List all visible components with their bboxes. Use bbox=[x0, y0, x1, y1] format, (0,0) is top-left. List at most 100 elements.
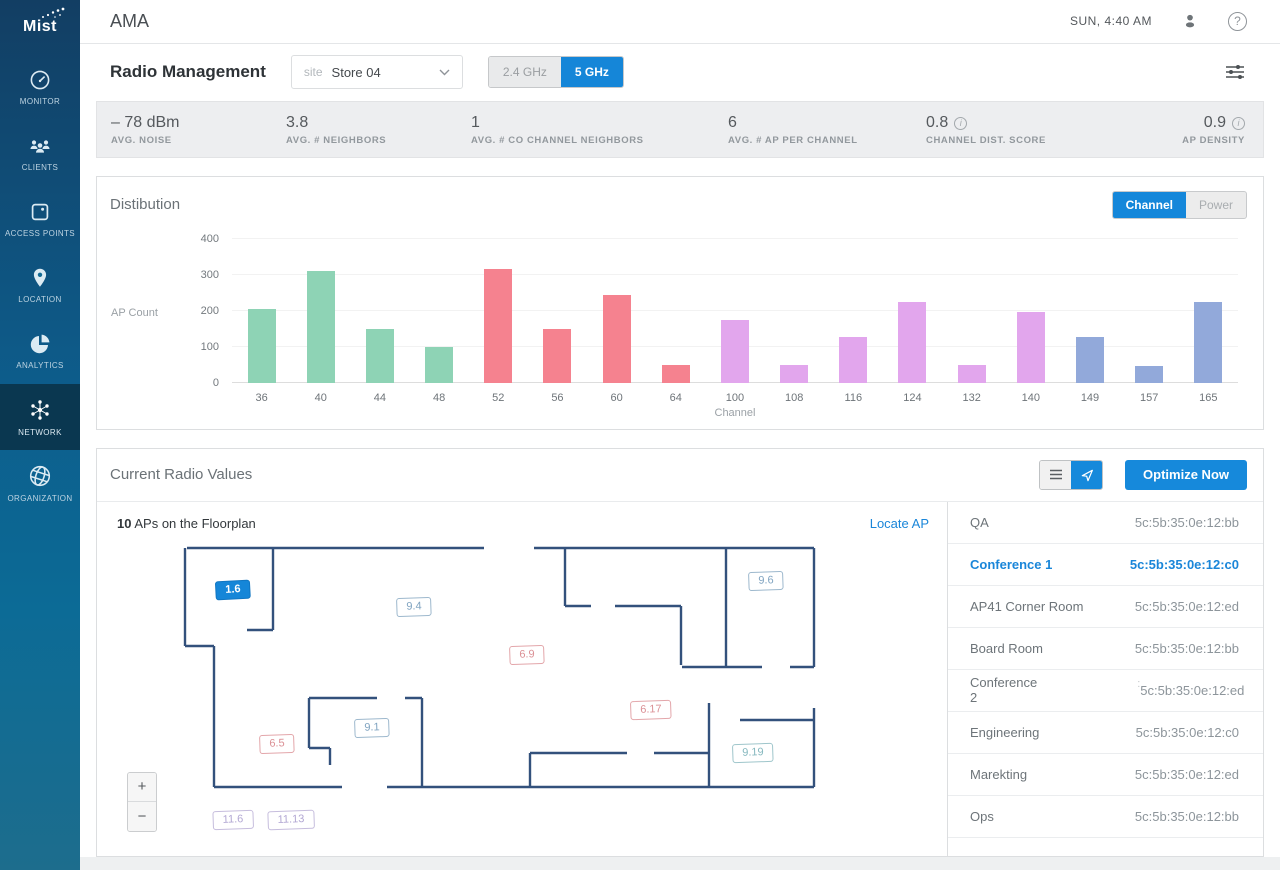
ap-row-qa[interactable]: QA 5c:5b:35:0e:12:bb bbox=[948, 502, 1263, 544]
ap-row-marekting[interactable]: Marekting 5c:5b:35:0e:12:ed bbox=[948, 754, 1263, 796]
x-tick-label: 100 bbox=[725, 391, 745, 404]
ap-marker-6-5[interactable]: 6.5 bbox=[259, 733, 295, 754]
bar-channel-149 bbox=[1075, 336, 1104, 383]
radio-card-header: Current Radio Values Optimize Now bbox=[97, 449, 1263, 502]
zoom-out-button[interactable]: − bbox=[128, 801, 156, 831]
sidebar-item-label: ACCESS POINTS bbox=[4, 229, 76, 238]
ap-row-ops[interactable]: Ops 5c:5b:35:0e:12:bb bbox=[948, 796, 1263, 838]
sidebar-item-organization[interactable]: ORGANIZATION bbox=[0, 450, 80, 516]
sidebar-item-label: MONITOR bbox=[19, 97, 61, 106]
floorplan-header: 10 APs on the Floorplan Locate AP bbox=[117, 502, 947, 540]
bar-slot-56 bbox=[528, 239, 587, 383]
x-tick-label: 124 bbox=[903, 391, 922, 404]
org-title: AMA bbox=[110, 10, 150, 31]
clock-label: SUN, 4:40 AM bbox=[1069, 14, 1152, 29]
ap-row-engineering[interactable]: Engineering 5c:5b:35:0e:12:c0 bbox=[948, 712, 1263, 754]
sidebar-item-monitor[interactable]: MONITOR bbox=[0, 54, 80, 120]
ap-row-ap41-corner-room[interactable]: AP41 Corner Room 5c:5b:35:0e:12:ed bbox=[948, 586, 1263, 628]
filter-settings-icon[interactable] bbox=[1225, 63, 1245, 81]
sidebar-item-label: ANALYTICS bbox=[16, 361, 64, 370]
site-selector[interactable]: site Store 04 bbox=[290, 55, 463, 90]
y-tick-label: 0 bbox=[212, 376, 219, 389]
ap-marker-6-9[interactable]: 6.9 bbox=[509, 644, 545, 665]
locate-view-button[interactable] bbox=[1071, 460, 1103, 489]
gridline bbox=[232, 309, 1238, 311]
ap-row-conference-1[interactable]: Conference 1 5c:5b:35:0e:12:c0 bbox=[948, 544, 1263, 586]
clients-icon bbox=[26, 134, 54, 158]
y-axis-label: AP Count bbox=[111, 306, 158, 319]
stat-label: CHANNEL DIST. SCORE bbox=[926, 135, 1046, 147]
toggle-power-button[interactable]: Power bbox=[1186, 192, 1246, 218]
x-tick-label: 157 bbox=[1139, 391, 1159, 404]
floorplan-canvas[interactable]: 1.6 9.4 9.6 6.9 6.17 9.1 6.5 9.19 11.6 11.13 + − bbox=[117, 540, 917, 845]
bar-channel-44 bbox=[365, 328, 394, 383]
toggle-channel-button[interactable]: Channel bbox=[1112, 191, 1186, 218]
mist-logo[interactable]: Mist bbox=[0, 0, 80, 54]
locate-ap-link[interactable]: Locate AP bbox=[869, 516, 929, 532]
stat-value: 1 bbox=[471, 114, 480, 132]
info-icon[interactable]: i bbox=[1232, 116, 1245, 130]
ap-marker-11-13[interactable]: 11.13 bbox=[267, 809, 315, 830]
list-view-button[interactable] bbox=[1040, 460, 1072, 489]
ap-name: QA bbox=[970, 514, 989, 530]
x-tick-label: 149 bbox=[1080, 391, 1100, 404]
stat-avg-co-channel-neighbors: 1 AVG. # CO CHANNEL NEIGHBORS bbox=[471, 112, 728, 146]
ap-marker-9-19[interactable]: 9.19 bbox=[731, 742, 775, 763]
bar-slot-40 bbox=[291, 239, 350, 383]
x-tick-label: 48 bbox=[432, 391, 446, 404]
ap-marker-11-6[interactable]: 11.6 bbox=[212, 809, 254, 830]
x-tick-label: 44 bbox=[373, 391, 387, 404]
distribution-card: Distibution Channel Power AP Count 0 100 20… bbox=[96, 175, 1264, 430]
sidebar-item-label: NETWORK bbox=[18, 428, 62, 437]
bar-channel-100 bbox=[720, 319, 749, 383]
chart-plot-area: 0 100 200 300 400 bbox=[201, 233, 1238, 389]
stat-label: AVG. # CO CHANNEL NEIGHBORS bbox=[471, 135, 644, 147]
info-icon[interactable]: i bbox=[954, 116, 968, 130]
ap-marker-6-17[interactable]: 6.17 bbox=[629, 699, 673, 720]
ap-marker-9-4[interactable]: 9.4 bbox=[396, 596, 432, 617]
zoom-controls: + − bbox=[127, 771, 157, 832]
ap-mac: 5c:5b:35:0e:12:bb bbox=[1134, 514, 1239, 530]
user-icon[interactable] bbox=[1180, 11, 1200, 31]
main-area: AMA SUN, 4:40 AM ? Radio Management site… bbox=[80, 0, 1280, 858]
stat-value: 3.8 bbox=[286, 114, 309, 132]
help-icon[interactable]: ? bbox=[1228, 11, 1247, 31]
ap-marker-9-1[interactable]: 9.1 bbox=[354, 717, 390, 738]
bar-slot-140 bbox=[1001, 239, 1060, 383]
ap-count-caption: APs on the Floorplan bbox=[134, 516, 256, 532]
floorplan-caption: 10 APs on the Floorplan bbox=[117, 516, 256, 531]
zoom-in-button[interactable]: + bbox=[128, 772, 156, 802]
x-tick-label: 40 bbox=[314, 391, 327, 404]
x-tick-label: 52 bbox=[492, 391, 505, 404]
radio-header-actions: Optimize Now bbox=[1039, 459, 1247, 490]
sidebar-item-clients[interactable]: CLIENTS bbox=[0, 120, 80, 186]
band-5-ghz-button[interactable]: 5 GHz bbox=[560, 57, 623, 88]
bar-channel-60 bbox=[602, 294, 631, 383]
ap-name: Conference 2 bbox=[970, 675, 1038, 706]
bar-channel-108 bbox=[780, 364, 809, 383]
sidebar-item-location[interactable]: LOCATION bbox=[0, 252, 80, 318]
bar-channel-132 bbox=[957, 364, 986, 383]
globe-icon bbox=[27, 463, 53, 489]
x-tick-label: 132 bbox=[962, 391, 981, 404]
stat-value: 0.8 bbox=[926, 114, 949, 132]
optimize-now-button[interactable]: Optimize Now bbox=[1125, 459, 1247, 490]
ap-marker-9-6[interactable]: 9.6 bbox=[748, 570, 784, 591]
ap-mac: 5c:5b:35:0e:12:bb bbox=[1134, 808, 1239, 824]
stat-label: AVG. # AP PER CHANNEL bbox=[728, 135, 858, 147]
bar-channel-52 bbox=[484, 269, 513, 383]
channel-power-toggle: Channel Power bbox=[1111, 190, 1247, 219]
ap-marker-1-6[interactable]: 1.6 bbox=[214, 579, 252, 600]
sidebar-item-network[interactable]: NETWORK bbox=[0, 384, 80, 450]
sidebar-item-analytics[interactable]: ANALYTICS bbox=[0, 318, 80, 384]
chevron-down-icon bbox=[439, 69, 450, 76]
band-2-4-ghz-button[interactable]: 2.4 GHz bbox=[488, 57, 561, 88]
access-point-icon bbox=[27, 200, 53, 224]
topbar-right: SUN, 4:40 AM ? bbox=[1070, 11, 1247, 31]
sidebar-item-access-points[interactable]: ACCESS POINTS bbox=[0, 186, 80, 252]
ap-row-board-room[interactable]: Board Room 5c:5b:35:0e:12:bb bbox=[948, 628, 1263, 670]
stat-label: AVG. NOISE bbox=[111, 135, 172, 147]
stat-value: – 78 dBm bbox=[111, 114, 180, 132]
ap-row-conference-2[interactable]: Conference 2:5c:5b:35:0e:12:ed bbox=[948, 670, 1263, 712]
